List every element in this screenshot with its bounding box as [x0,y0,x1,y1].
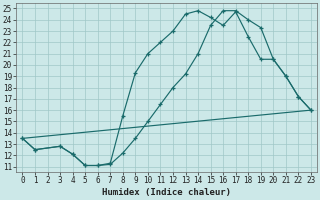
X-axis label: Humidex (Indice chaleur): Humidex (Indice chaleur) [102,188,231,197]
